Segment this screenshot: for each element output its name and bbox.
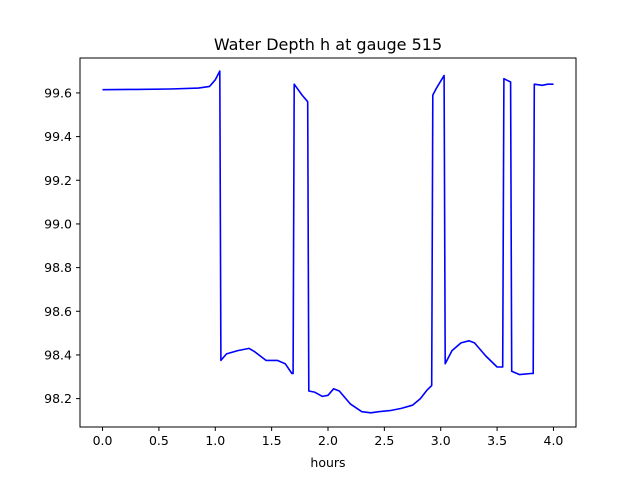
x-tick-label: 2.0	[318, 433, 338, 448]
axes-frame	[79, 57, 577, 428]
plot-area	[102, 70, 554, 414]
y-tick-label: 99.4	[44, 129, 72, 144]
y-tick-label: 98.6	[44, 304, 72, 319]
x-axis: 0.0 0.5 1.0 1.5 2.0 2.5 3.0 3.5 4.0	[93, 427, 564, 448]
x-tick-label: 1.0	[205, 433, 225, 448]
x-tick-label: 3.5	[487, 433, 507, 448]
x-tick-label: 1.5	[262, 433, 282, 448]
x-tick-label: 0.5	[149, 433, 169, 448]
x-tick-label: 0.0	[93, 433, 113, 448]
y-tick-label: 99.0	[44, 216, 72, 231]
y-tick-label: 98.8	[44, 260, 72, 275]
y-tick-label: 98.2	[44, 391, 72, 406]
y-tick-label: 99.2	[44, 173, 72, 188]
chart-title: Water Depth h at gauge 515	[214, 35, 442, 54]
x-axis-label: hours	[310, 455, 345, 470]
x-tick-label: 4.0	[544, 433, 564, 448]
x-tick-label: 2.5	[374, 433, 394, 448]
x-tick-label: 3.0	[431, 433, 451, 448]
y-axis: 98.2 98.4 98.6 98.8 99.0 99.2 99.4 99.6	[44, 85, 80, 406]
y-tick-label: 99.6	[44, 85, 72, 100]
series-line	[102, 70, 554, 414]
y-tick-label: 98.4	[44, 347, 72, 362]
